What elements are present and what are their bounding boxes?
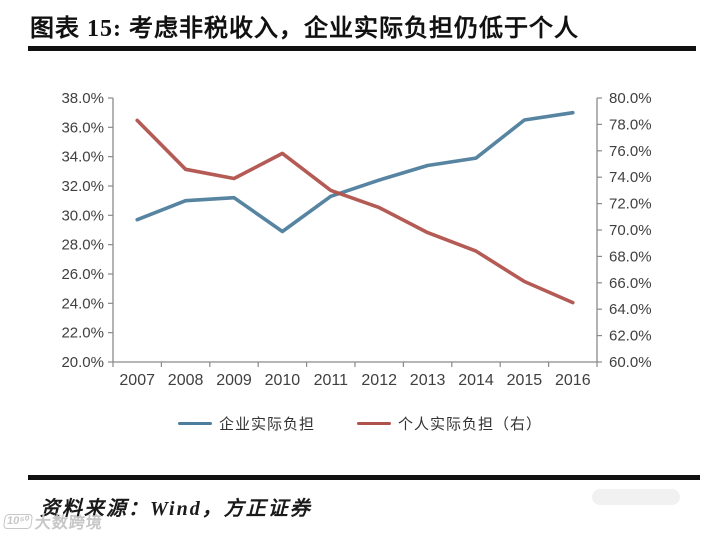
left-axis-tick-label: 34.0% — [61, 149, 104, 166]
x-axis-category-label: 2015 — [507, 372, 543, 389]
right-axis-tick-label: 66.0% — [609, 275, 652, 292]
figure-title: 图表 15: 考虑非税收入，企业实际负担仍低于个人 — [30, 16, 579, 42]
x-axis-category-label: 2014 — [458, 372, 494, 389]
left-axis-tick-label: 38.0% — [61, 90, 104, 107]
right-axis-tick-label: 78.0% — [609, 116, 652, 133]
left-axis-tick-label: 30.0% — [61, 207, 104, 224]
x-axis-category-label: 2010 — [265, 372, 301, 389]
x-axis-category-label: 2007 — [119, 372, 155, 389]
legend-item-enterprise: 企业实际负担 — [177, 413, 315, 434]
footer-divider — [28, 475, 700, 480]
watermark-smudge — [592, 489, 680, 505]
right-axis-tick-label: 70.0% — [609, 222, 652, 239]
legend-label-individual: 个人实际负担（右） — [398, 416, 543, 433]
right-axis-tick-label: 80.0% — [609, 90, 652, 107]
x-axis-category-label: 2008 — [168, 372, 204, 389]
left-axis-tick-label: 26.0% — [61, 266, 104, 283]
right-axis-tick-label: 76.0% — [609, 143, 652, 160]
legend-label-enterprise: 企业实际负担 — [218, 416, 315, 433]
series-line-enterprise — [135, 110, 575, 234]
right-axis-tick-label: 72.0% — [609, 196, 652, 213]
watermark-logo-icon: 10⁵⁰ — [2, 513, 33, 529]
watermark: 10⁵⁰ 大数跨境 — [2, 509, 104, 533]
x-axis-category-label: 2013 — [410, 372, 446, 389]
right-axis-tick-label: 74.0% — [609, 169, 652, 186]
chart-legend: 企业实际负担 个人实际负担（右） — [0, 413, 720, 434]
legend-line-swatch-red — [357, 422, 391, 425]
right-axis-tick-label: 68.0% — [609, 248, 652, 265]
source-note: 资料来源：Wind，方正证券 — [40, 498, 312, 520]
right-axis-tick-label: 64.0% — [609, 301, 652, 318]
left-axis-tick-label: 22.0% — [61, 325, 104, 342]
right-axis-tick-label: 60.0% — [609, 354, 652, 371]
left-axis-tick-label: 32.0% — [61, 178, 104, 195]
x-axis-category-label: 2009 — [216, 372, 252, 389]
series-line-individual — [135, 118, 575, 305]
x-axis-category-label: 2011 — [314, 372, 349, 389]
left-axis-tick-label: 28.0% — [61, 237, 104, 254]
watermark-label: 大数跨境 — [34, 515, 104, 532]
left-axis-tick-label: 24.0% — [61, 295, 104, 312]
x-axis-category-label: 2016 — [555, 372, 591, 389]
left-axis-tick-label: 36.0% — [61, 119, 104, 136]
left-axis-tick-label: 20.0% — [61, 354, 104, 371]
right-axis-tick-label: 62.0% — [609, 328, 652, 345]
title-divider — [28, 46, 696, 51]
legend-line-swatch-blue — [177, 422, 212, 425]
legend-item-individual: 个人实际负担（右） — [357, 413, 542, 434]
line-chart-canvas: 38.0% 36.0% 34.0% 32.0% 30.0% 28.0% 26.0% 24.0%… — [61, 90, 652, 389]
x-axis-category-label: 2012 — [361, 372, 397, 389]
